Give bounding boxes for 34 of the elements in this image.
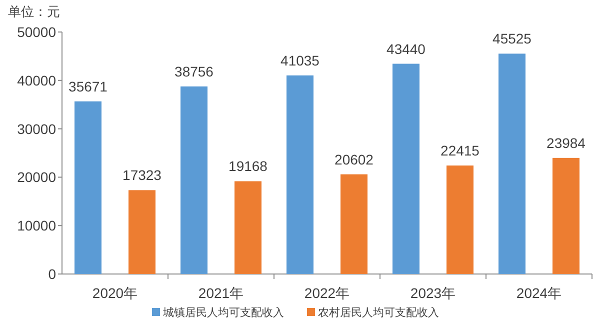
bar: [392, 64, 420, 274]
x-tick-label: 2023年: [410, 285, 456, 301]
data-label: 41035: [280, 52, 320, 68]
y-tick-label: 50000: [17, 24, 56, 40]
data-label: 19168: [228, 158, 268, 174]
y-tick-label: 20000: [17, 169, 56, 186]
data-label: 17323: [122, 167, 162, 184]
y-tick-label: 40000: [17, 72, 56, 88]
y-tick-label: 30000: [17, 120, 56, 137]
data-label: 20602: [334, 151, 374, 168]
legend-label: 城镇居民人均可支配收入: [162, 306, 284, 319]
data-label: 38756: [174, 63, 214, 80]
bar: [286, 75, 314, 274]
text: 单位：元: [8, 4, 60, 19]
bar: [498, 54, 526, 274]
y-tick-label: 10000: [17, 218, 56, 234]
x-tick-label: 2020年: [92, 285, 138, 301]
bar: [340, 174, 368, 274]
data-label: 45525: [492, 30, 532, 47]
data-label: 43440: [386, 40, 426, 57]
legend-label: 农村居民人均可支配收入: [318, 306, 439, 319]
bar: [128, 190, 156, 274]
data-label: 35671: [68, 78, 108, 94]
bar: [552, 158, 580, 274]
y-tick-label: 0: [48, 266, 56, 282]
bar: [180, 86, 208, 274]
x-tick-label: 2021年: [198, 285, 244, 301]
data-label: 22415: [440, 142, 480, 159]
bar: [234, 181, 262, 274]
data-label: 23984: [546, 134, 586, 151]
x-tick-label: 2022年: [304, 285, 350, 301]
bar: [446, 166, 474, 274]
x-tick-label: 2024年: [516, 285, 562, 301]
bar: [74, 101, 102, 274]
